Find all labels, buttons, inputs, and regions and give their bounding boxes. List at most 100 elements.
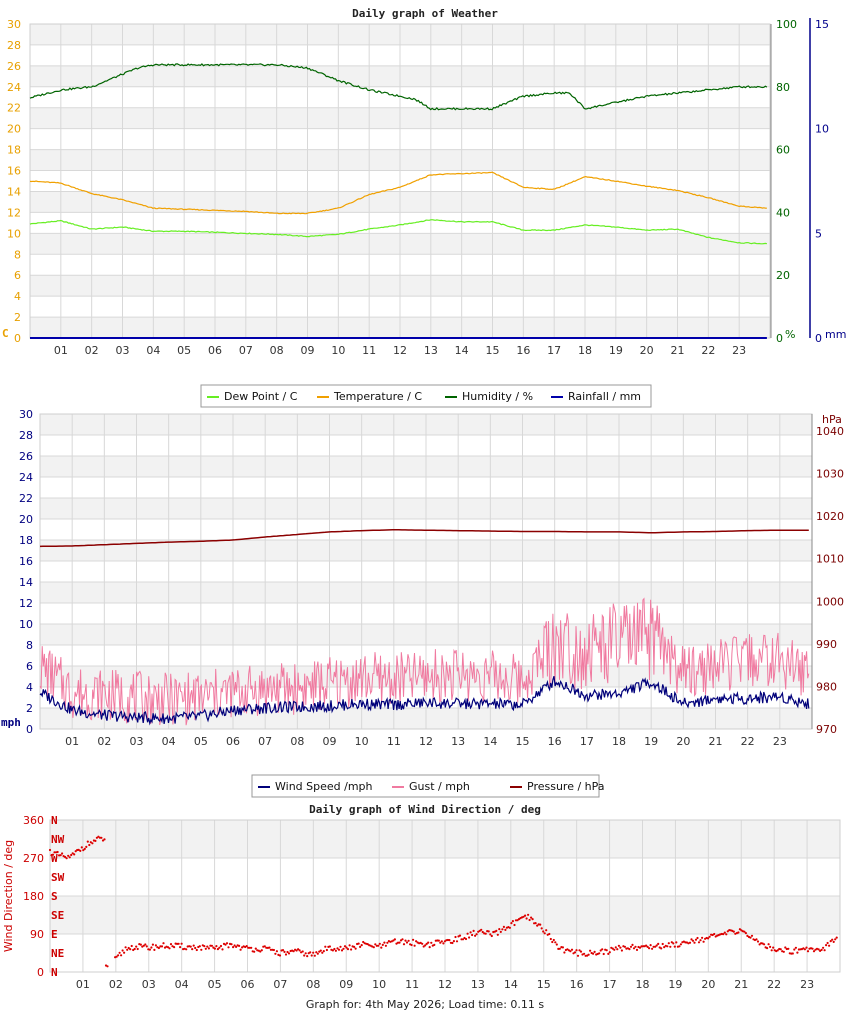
direction-point bbox=[275, 950, 278, 953]
y-tick-label-humidity: 100 bbox=[776, 18, 797, 31]
direction-point bbox=[162, 942, 165, 945]
y-axis-label-pressure: hPa bbox=[822, 413, 842, 426]
direction-point bbox=[64, 855, 67, 859]
y-tick-label-left: 20 bbox=[7, 123, 21, 136]
direction-point bbox=[525, 917, 528, 920]
direction-point bbox=[744, 932, 748, 935]
x-tick-label: 06 bbox=[226, 735, 240, 748]
x-tick-label: 08 bbox=[290, 735, 304, 748]
x-tick-label: 18 bbox=[636, 978, 650, 991]
x-tick-label: 11 bbox=[362, 344, 376, 357]
direction-point bbox=[106, 965, 109, 968]
direction-point bbox=[820, 948, 823, 952]
x-tick-label: 07 bbox=[273, 978, 287, 991]
x-tick-label: 09 bbox=[339, 978, 353, 991]
x-tick-label: 02 bbox=[85, 344, 99, 357]
direction-point bbox=[699, 939, 702, 942]
direction-point bbox=[468, 936, 471, 939]
footer-text: Graph for: 4th May 2026; Load time: 0.11… bbox=[305, 998, 545, 1011]
direction-point bbox=[225, 942, 229, 945]
direction-point bbox=[200, 948, 203, 951]
x-tick-label: 06 bbox=[208, 344, 222, 357]
direction-point bbox=[171, 945, 174, 948]
direction-point bbox=[359, 945, 362, 949]
x-tick-label: 17 bbox=[547, 344, 561, 357]
direction-point bbox=[245, 945, 248, 948]
direction-point bbox=[215, 945, 218, 948]
direction-point bbox=[599, 949, 602, 952]
direction-point bbox=[701, 936, 704, 939]
direction-point bbox=[670, 941, 673, 944]
chart-title: Daily graph of Weather bbox=[352, 7, 498, 20]
direction-point bbox=[620, 949, 624, 952]
direction-point bbox=[160, 945, 164, 948]
y-tick-label-wind: 30 bbox=[19, 408, 33, 421]
compass-label: S bbox=[51, 890, 58, 903]
x-tick-label: 23 bbox=[800, 978, 814, 991]
direction-point bbox=[679, 943, 683, 946]
y-tick-label-wind: 12 bbox=[19, 597, 33, 610]
x-tick-label: 02 bbox=[109, 978, 123, 991]
direction-point bbox=[301, 950, 304, 953]
x-tick-label: 11 bbox=[405, 978, 419, 991]
direction-point bbox=[793, 948, 796, 951]
direction-point bbox=[619, 946, 622, 949]
direction-point bbox=[782, 950, 785, 953]
direction-point bbox=[832, 940, 835, 944]
x-tick-label: 19 bbox=[609, 344, 623, 357]
direction-point bbox=[635, 948, 639, 952]
direction-point bbox=[631, 943, 634, 947]
y-tick-label-humidity: 60 bbox=[776, 144, 790, 157]
direction-point bbox=[549, 937, 552, 941]
y-tick-label-deg: 0 bbox=[37, 966, 44, 979]
direction-point bbox=[669, 945, 672, 948]
direction-point bbox=[448, 939, 451, 942]
direction-point bbox=[56, 850, 59, 854]
y-tick-label-deg: 360 bbox=[23, 814, 44, 827]
direction-point bbox=[103, 838, 106, 841]
direction-point bbox=[427, 941, 430, 944]
x-tick-label: 22 bbox=[767, 978, 781, 991]
direction-point bbox=[238, 944, 241, 948]
direction-point bbox=[68, 856, 71, 859]
direction-point bbox=[480, 928, 483, 931]
y-tick-label-pressure: 970 bbox=[816, 723, 837, 736]
x-tick-label: 14 bbox=[504, 978, 518, 991]
direction-point bbox=[578, 949, 581, 952]
x-tick-label: 03 bbox=[130, 735, 144, 748]
x-tick-label: 10 bbox=[331, 344, 345, 357]
direction-point bbox=[811, 947, 814, 950]
direction-point bbox=[424, 944, 427, 947]
direction-point bbox=[254, 947, 257, 950]
direction-point bbox=[675, 941, 678, 944]
direction-point bbox=[393, 938, 396, 941]
direction-point bbox=[121, 949, 124, 952]
direction-point bbox=[333, 947, 336, 951]
direction-point bbox=[673, 945, 676, 948]
direction-point bbox=[150, 946, 153, 949]
direction-point bbox=[784, 946, 787, 949]
y-tick-label-pressure: 1040 bbox=[816, 425, 844, 438]
series-line bbox=[29, 219, 768, 245]
direction-point bbox=[454, 935, 457, 939]
direction-point bbox=[230, 943, 233, 946]
direction-point bbox=[746, 934, 749, 938]
direction-point bbox=[738, 928, 742, 931]
direction-point bbox=[536, 924, 539, 927]
x-tick-label: 10 bbox=[355, 735, 369, 748]
y-tick-label-rainfall: 0 bbox=[815, 332, 822, 345]
direction-point bbox=[508, 926, 511, 929]
direction-point bbox=[678, 945, 681, 948]
direction-point bbox=[233, 944, 236, 947]
x-tick-label: 18 bbox=[578, 344, 592, 357]
direction-point bbox=[660, 947, 663, 950]
y-axis-label-deg: Wind Direction / deg bbox=[2, 840, 15, 952]
direction-point bbox=[513, 923, 516, 927]
direction-point bbox=[115, 955, 118, 958]
direction-point bbox=[94, 839, 97, 843]
direction-point bbox=[652, 945, 655, 948]
direction-point bbox=[828, 944, 831, 947]
direction-point bbox=[502, 925, 505, 929]
direction-point bbox=[316, 952, 319, 955]
